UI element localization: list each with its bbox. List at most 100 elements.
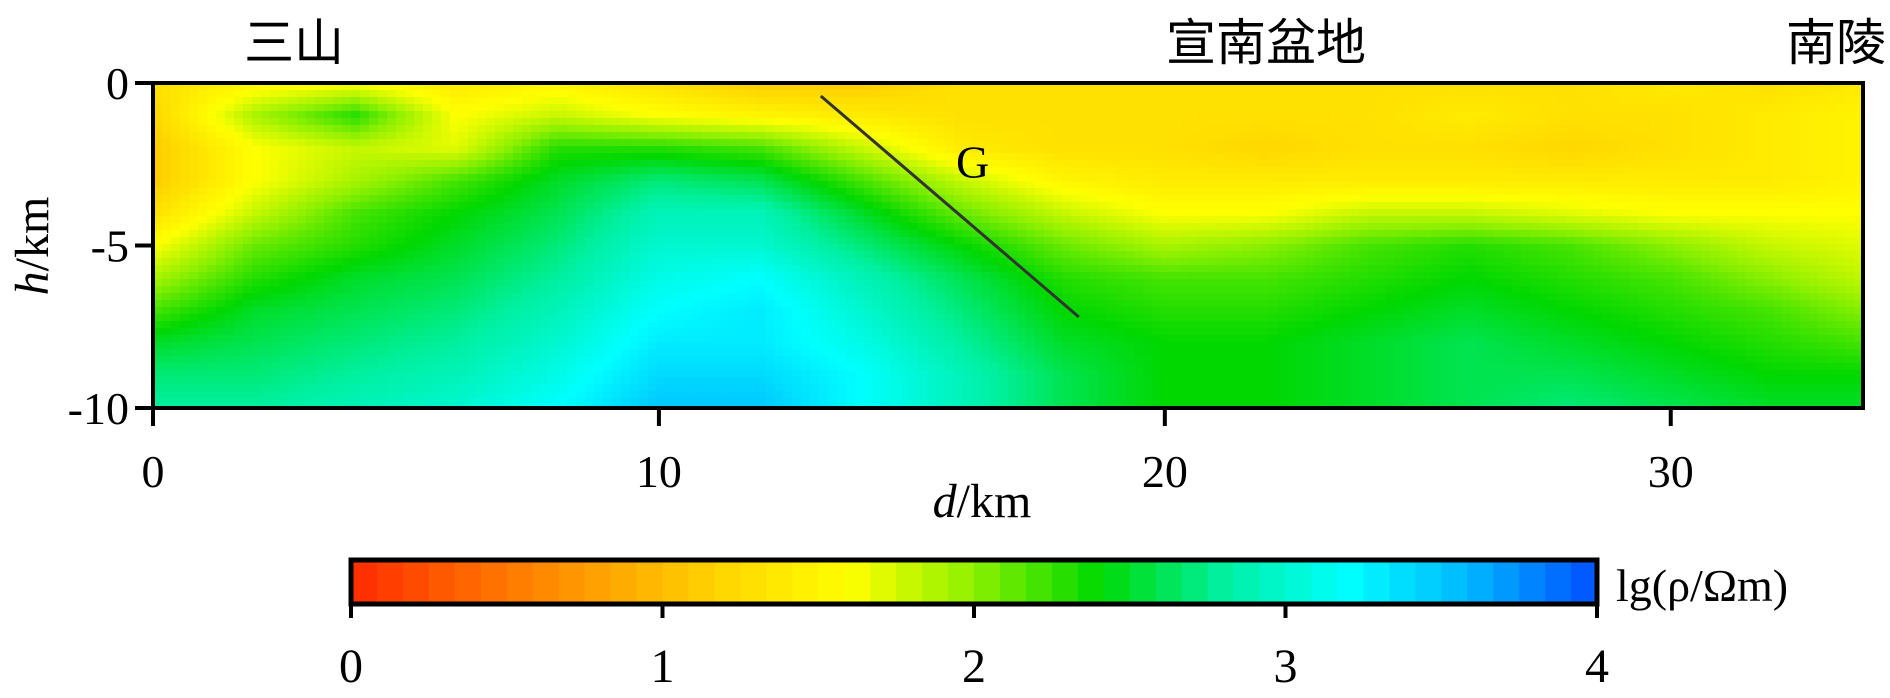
heatmap-cell	[639, 244, 649, 252]
heatmap-cell	[1377, 97, 1387, 105]
heatmap-cell	[216, 132, 226, 140]
heatmap-cell	[270, 188, 280, 196]
heatmap-cell	[882, 167, 892, 175]
heatmap-cell	[639, 167, 649, 175]
heatmap-cell	[1170, 146, 1180, 154]
heatmap-cell	[1305, 111, 1315, 119]
heatmap-cell	[234, 111, 244, 119]
heatmap-cell	[612, 139, 622, 147]
heatmap-cell	[1080, 195, 1090, 203]
heatmap-cell	[729, 111, 739, 119]
heatmap-cell	[1827, 230, 1837, 238]
heatmap-cell	[1233, 188, 1243, 196]
heatmap-cell	[1224, 132, 1234, 140]
heatmap-cell	[1323, 195, 1333, 203]
heatmap-cell	[882, 125, 892, 133]
heatmap-cell	[1260, 195, 1270, 203]
heatmap-cell	[288, 265, 298, 273]
heatmap-cell	[1233, 139, 1243, 147]
heatmap-cell	[765, 90, 775, 98]
heatmap-cell	[612, 188, 622, 196]
heatmap-cell	[1305, 237, 1315, 245]
heatmap-cell	[1017, 258, 1027, 266]
heatmap-cell	[1395, 202, 1405, 210]
heatmap-cell	[180, 181, 190, 189]
heatmap-cell	[1773, 118, 1783, 126]
heatmap-cell	[405, 230, 415, 238]
heatmap-cell	[1593, 139, 1603, 147]
heatmap-cell	[1422, 118, 1432, 126]
heatmap-cell	[549, 195, 559, 203]
heatmap-cell	[1206, 237, 1216, 245]
heatmap-cell	[648, 216, 658, 224]
heatmap-cell	[1341, 202, 1351, 210]
heatmap-cell	[729, 125, 739, 133]
heatmap-cell	[675, 202, 685, 210]
heatmap-cell	[387, 216, 397, 224]
heatmap-cell	[1656, 195, 1666, 203]
heatmap-cell	[1251, 244, 1261, 252]
heatmap-cell	[1080, 216, 1090, 224]
heatmap-cell	[1602, 139, 1612, 147]
heatmap-cell	[1368, 174, 1378, 182]
heatmap-cell	[873, 230, 883, 238]
heatmap-cell	[774, 104, 784, 112]
heatmap-cell	[297, 83, 307, 91]
heatmap-cell	[1521, 216, 1531, 224]
heatmap-cell	[738, 160, 748, 168]
heatmap-cell	[945, 146, 955, 154]
heatmap-cell	[1566, 223, 1576, 231]
heatmap-cell	[684, 83, 694, 91]
heatmap-cell	[585, 188, 595, 196]
heatmap-cell	[1332, 181, 1342, 189]
heatmap-cell	[1791, 111, 1801, 119]
heatmap-cell	[153, 237, 163, 245]
heatmap-cell	[1125, 146, 1135, 154]
heatmap-cell	[1422, 90, 1432, 98]
heatmap-cell	[720, 237, 730, 245]
heatmap-cell	[1800, 132, 1810, 140]
heatmap-cell	[207, 125, 217, 133]
heatmap-cell	[1386, 111, 1396, 119]
heatmap-cell	[1062, 195, 1072, 203]
heatmap-cell	[639, 230, 649, 238]
heatmap-cell	[351, 237, 361, 245]
heatmap-cell	[477, 83, 487, 91]
heatmap-cell	[1539, 188, 1549, 196]
location-label: 三山	[244, 15, 344, 71]
heatmap-cell	[1089, 237, 1099, 245]
heatmap-cell	[981, 167, 991, 175]
heatmap-cell	[1431, 258, 1441, 266]
heatmap-cell	[927, 237, 937, 245]
heatmap-cell	[414, 104, 424, 112]
heatmap-cell	[1413, 104, 1423, 112]
heatmap-cell	[468, 97, 478, 105]
heatmap-cell	[1017, 90, 1027, 98]
heatmap-cell	[1242, 90, 1252, 98]
heatmap-cell	[630, 265, 640, 273]
heatmap-cell	[738, 90, 748, 98]
heatmap-cell	[666, 195, 676, 203]
heatmap-cell	[216, 167, 226, 175]
heatmap-cell	[1422, 132, 1432, 140]
heatmap-cell	[792, 195, 802, 203]
heatmap-cell	[171, 223, 181, 231]
heatmap-cell	[774, 90, 784, 98]
heatmap-cell	[756, 118, 766, 126]
heatmap-cell	[603, 146, 613, 154]
heatmap-cell	[414, 265, 424, 273]
heatmap-cell	[459, 237, 469, 245]
heatmap-cell	[981, 83, 991, 91]
heatmap-cell	[1125, 83, 1135, 91]
heatmap-cell	[522, 125, 532, 133]
heatmap-cell	[1638, 188, 1648, 196]
heatmap-cell	[918, 97, 928, 105]
heatmap-cell	[999, 111, 1009, 119]
heatmap-cell	[1548, 181, 1558, 189]
heatmap-cell	[297, 258, 307, 266]
heatmap-cell	[1260, 258, 1270, 266]
heatmap-cell	[1359, 251, 1369, 259]
heatmap-cell	[927, 132, 937, 140]
heatmap-cell	[1737, 174, 1747, 182]
heatmap-cell	[963, 153, 973, 161]
